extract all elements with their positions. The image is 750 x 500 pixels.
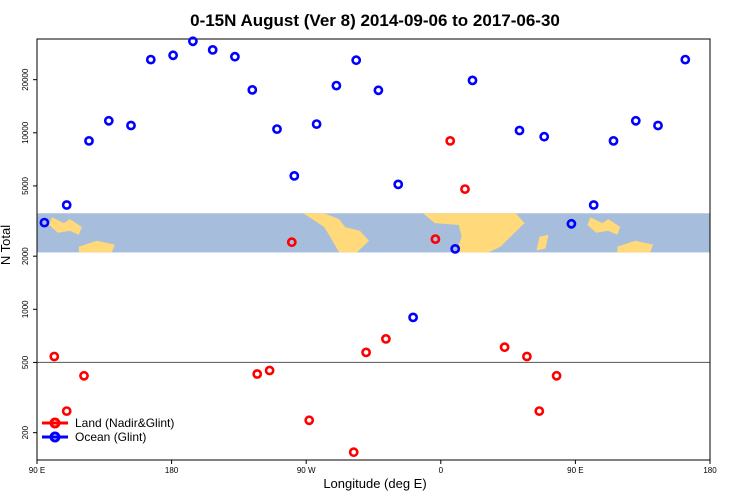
ocean-point	[630, 115, 641, 126]
land-point	[264, 365, 275, 376]
y-tick-label: 500	[21, 355, 30, 369]
land-shape-6	[617, 240, 654, 253]
ocean-point	[145, 54, 156, 65]
land-shape-0	[49, 217, 82, 235]
ocean-series	[39, 36, 691, 323]
land-shape-3	[422, 213, 525, 253]
ocean-point	[408, 312, 418, 323]
land-series	[49, 135, 562, 458]
y-tick-label: 20000	[21, 68, 30, 91]
land-point	[430, 234, 441, 244]
legend-land-label: Land (Nadir&Glint)	[75, 416, 174, 430]
y-axis: 200 500 1000 2000 5000 10000 20000	[21, 68, 37, 439]
land-point	[551, 370, 562, 381]
x-tick-label: 180	[703, 466, 717, 475]
plot-frame	[36, 38, 711, 461]
land-point	[348, 447, 359, 458]
y-tick-label: 5000	[21, 176, 30, 194]
x-tick-label: 90 E	[29, 466, 45, 475]
ocean-point	[588, 200, 599, 210]
ocean-point	[187, 36, 198, 47]
legend: Land (Nadir&Glint) Ocean (Glint)	[42, 416, 174, 444]
ocean-point	[289, 170, 300, 181]
ocean-point	[126, 120, 136, 131]
ocean-point	[467, 75, 478, 86]
ocean-point	[39, 217, 50, 228]
ocean-point	[351, 55, 362, 66]
ocean-point	[84, 135, 94, 146]
land-point	[460, 184, 470, 194]
ocean-point	[229, 51, 240, 62]
ocean-point	[450, 243, 461, 254]
ocean-point	[653, 120, 663, 131]
land-point	[499, 342, 510, 353]
ocean-point	[680, 54, 691, 65]
ocean-band	[37, 213, 710, 253]
legend-ocean-marker	[49, 431, 61, 443]
x-axis: 90 E 180 90 W 0 90 E 180	[29, 460, 717, 475]
ocean-point	[311, 119, 322, 129]
ocean-point	[247, 85, 258, 95]
x-tick-label: 180	[165, 466, 179, 475]
land-point	[361, 347, 371, 358]
y-tick-label: 200	[21, 425, 30, 439]
land-shape-1	[78, 240, 115, 253]
x-tick-label: 90 E	[567, 466, 583, 475]
y-tick-label: 2000	[21, 247, 30, 265]
land-point	[380, 333, 391, 344]
ocean-point	[539, 131, 550, 142]
x-axis-label: Longitude (deg E)	[323, 476, 426, 491]
y-axis-label: N Total	[0, 225, 13, 265]
world-map-band	[37, 213, 710, 253]
ocean-point	[207, 45, 218, 55]
land-point	[79, 370, 89, 381]
land-point	[304, 415, 315, 426]
chart-title: 0-15N August (Ver 8) 2014-09-06 to 2017-…	[190, 11, 560, 30]
ocean-point	[103, 115, 114, 126]
land-shape-4	[536, 234, 549, 251]
ocean-point	[168, 50, 178, 61]
legend-land-marker	[49, 417, 61, 429]
land-shape-5	[587, 217, 621, 235]
land-point	[49, 351, 60, 362]
ocean-point	[608, 135, 619, 146]
ocean-point	[272, 124, 282, 135]
land-point	[252, 369, 263, 379]
x-tick-label: 90 W	[297, 466, 316, 475]
ocean-point	[566, 218, 577, 229]
ocean-point	[393, 179, 404, 190]
land-point	[522, 351, 532, 362]
land-point	[445, 135, 456, 146]
land-shape-2	[303, 213, 369, 253]
ocean-point	[331, 80, 342, 91]
land-point	[286, 237, 297, 248]
land-point	[61, 406, 72, 416]
y-tick-label: 10000	[21, 121, 30, 144]
ocean-point	[61, 200, 72, 210]
y-tick-label: 1000	[21, 300, 30, 318]
ocean-point	[514, 125, 525, 136]
x-tick-label: 0	[439, 466, 444, 475]
legend-ocean-label: Ocean (Glint)	[75, 430, 146, 444]
land-point	[534, 406, 545, 416]
ocean-point	[373, 85, 384, 96]
